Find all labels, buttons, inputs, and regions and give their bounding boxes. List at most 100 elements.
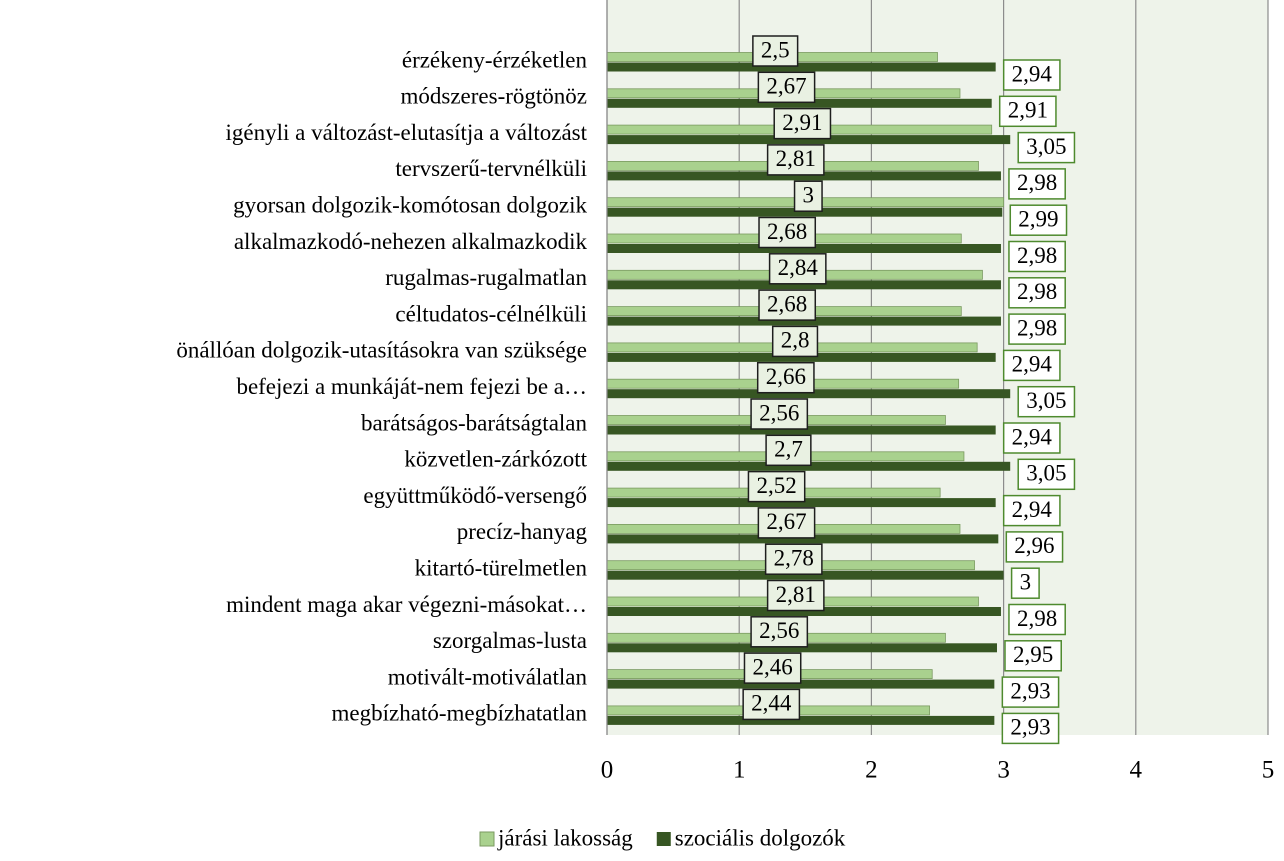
value-label-box	[743, 652, 802, 684]
value-label-text: 2,5	[761, 37, 790, 62]
value-label: 2,94	[1002, 349, 1061, 382]
value-label-box	[768, 253, 827, 285]
value-label-text: 3	[1020, 569, 1032, 594]
value-label: 2,78	[764, 543, 823, 575]
value-label-box	[757, 71, 816, 104]
value-label: 2,67	[757, 71, 816, 104]
value-label-box	[1001, 712, 1060, 745]
value-label-text: 2,81	[776, 582, 816, 607]
category-label: alkalmazkodó-nehezen alkalmazkodik	[234, 229, 588, 254]
value-label-box	[742, 688, 801, 721]
value-label: 2,68	[758, 289, 817, 321]
value-label: 2,56	[750, 398, 809, 430]
value-label-box	[766, 579, 825, 612]
value-label: 2,81	[766, 579, 825, 612]
value-label-box	[773, 107, 832, 140]
value-label-text: 3	[803, 182, 815, 207]
bar	[607, 352, 996, 362]
x-tick-label: 5	[1262, 757, 1275, 784]
value-label: 2,91	[773, 107, 832, 140]
bar	[607, 316, 1001, 326]
value-label: 2,46	[743, 652, 802, 684]
value-label-box	[752, 35, 799, 67]
value-label-box	[1008, 277, 1066, 309]
value-label: 2,7	[765, 434, 812, 467]
bar	[607, 643, 997, 653]
category-label: együttműködő-versengő	[363, 483, 587, 508]
value-label-text: 3,05	[1026, 134, 1066, 159]
bar	[607, 498, 996, 508]
bar	[607, 207, 1003, 217]
value-label: 2,94	[1002, 494, 1061, 527]
category-label: befejezi a munkáját-nem fejezi be a…	[236, 374, 587, 399]
bar	[607, 570, 1004, 580]
value-label-box	[1008, 313, 1066, 345]
value-label-box	[757, 507, 816, 539]
value-label: 2,8	[771, 325, 819, 358]
value-label: 2,56	[750, 616, 809, 648]
legend-swatch	[656, 832, 671, 846]
legend-swatch	[479, 831, 495, 847]
bar	[607, 679, 995, 689]
value-label-text: 2,98	[1017, 279, 1057, 304]
value-label: 2,67	[757, 507, 816, 539]
value-label-text: 2,98	[1017, 170, 1057, 195]
value-label-text: 2,94	[1012, 497, 1053, 522]
value-label-box	[1002, 349, 1061, 382]
legend-label: járási lakosság	[497, 825, 633, 850]
value-label: 2,98	[1008, 313, 1066, 345]
value-label-box	[758, 289, 817, 321]
category-label: önállóan dolgozik-utasításokra van szüks…	[176, 338, 587, 363]
x-tick-label: 0	[601, 757, 614, 784]
value-label-box	[750, 398, 809, 430]
value-label-text: 3,05	[1026, 388, 1066, 413]
value-label: 2,98	[1008, 240, 1066, 273]
value-label-text: 2,91	[782, 110, 822, 135]
category-label: tervszerű-tervnélküli	[395, 156, 587, 181]
category-label: mindent maga akar végezni-másokat…	[226, 592, 587, 617]
value-label: 3,05	[1017, 131, 1076, 164]
value-label-box	[756, 361, 815, 394]
value-label-text: 2,56	[759, 618, 799, 643]
value-label: 2,93	[1001, 676, 1060, 708]
value-label-box	[766, 144, 825, 176]
bar	[607, 171, 1001, 181]
value-label-text: 3,05	[1026, 461, 1066, 486]
value-label-box	[1002, 494, 1061, 527]
category-label: rugalmas-rugalmatlan	[385, 265, 587, 290]
value-label-text: 2,98	[1017, 315, 1057, 340]
category-label: céltudatos-célnélküli	[395, 301, 587, 326]
value-label-box	[1001, 676, 1060, 708]
value-label: 2,81	[766, 144, 825, 176]
category-label: érzékeny-érzéketlen	[402, 47, 588, 72]
value-label-box	[1008, 168, 1066, 200]
value-label-box	[1002, 59, 1061, 91]
value-label-text: 2,93	[1010, 678, 1050, 703]
value-label-box	[1008, 603, 1066, 636]
value-label-text: 2,98	[1017, 606, 1057, 631]
bar	[607, 98, 992, 108]
value-label-text: 2,68	[767, 291, 807, 316]
value-label-text: 2,56	[759, 400, 799, 425]
value-label-text: 2,78	[774, 545, 814, 570]
value-label-text: 2,94	[1012, 424, 1053, 449]
value-label-box	[750, 616, 809, 648]
value-label-text: 2,94	[1012, 61, 1053, 86]
value-label-text: 2,96	[1014, 533, 1054, 558]
bar	[607, 534, 999, 544]
value-label-text: 2,46	[752, 654, 792, 679]
value-label: 2,66	[756, 361, 815, 394]
value-label: 2,94	[1002, 59, 1061, 91]
category-label: igényli a változást-elutasítja a változá…	[226, 120, 588, 145]
category-label: barátságos-barátságtalan	[361, 410, 588, 435]
value-label-text: 2,84	[778, 255, 819, 280]
value-label: 3	[1010, 567, 1040, 599]
value-label-text: 2,99	[1018, 206, 1058, 231]
value-label: 2,99	[1009, 204, 1068, 236]
bar	[607, 389, 1011, 399]
value-label-text: 2,67	[766, 74, 806, 99]
bar	[607, 135, 1011, 145]
bar	[607, 425, 996, 435]
value-label-text: 2,81	[776, 146, 816, 171]
value-label-text: 2,94	[1012, 352, 1053, 377]
